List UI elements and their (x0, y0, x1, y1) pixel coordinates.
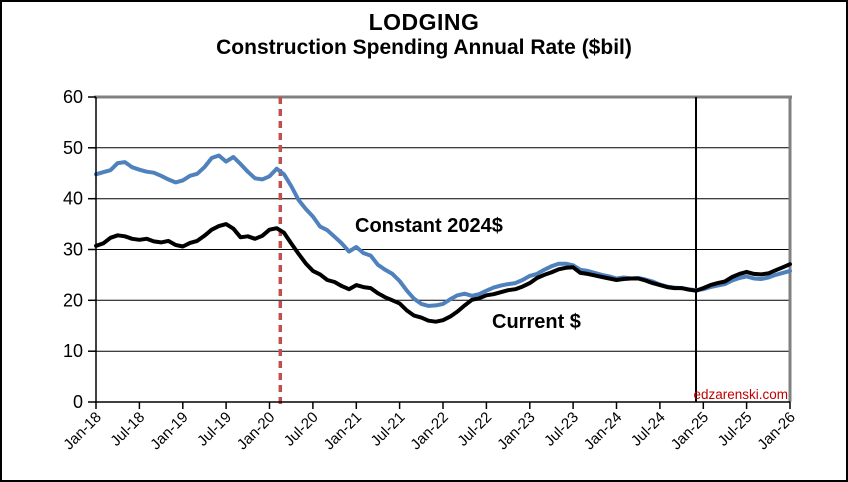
x-tick-label-Jul-22: Jul-22 (454, 409, 495, 450)
x-tick-label-Jul-18: Jul-18 (107, 409, 148, 450)
x-tick-label-Jul-21: Jul-21 (368, 409, 409, 450)
constant-2024-series-label: Constant 2024$ (355, 215, 503, 237)
x-tick-label-Jul-23: Jul-23 (541, 409, 582, 450)
x-tick-label-Jul-19: Jul-19 (194, 409, 235, 450)
x-tick-label-Jul-24: Jul-24 (628, 409, 669, 450)
x-tick-label-Jan-21: Jan-21 (321, 409, 365, 453)
y-tick-label-20: 20 (63, 290, 83, 310)
x-tick-label-Jan-26: Jan-26 (754, 409, 798, 453)
watermark: edzarenski.com (693, 387, 788, 402)
y-tick-label-0: 0 (73, 392, 83, 412)
x-tick-label-Jan-22: Jan-22 (407, 409, 451, 453)
y-tick-label-50: 50 (63, 138, 83, 158)
title-block: LODGING Construction Spending Annual Rat… (0, 9, 848, 61)
x-tick-label-Jul-25: Jul-25 (715, 409, 756, 450)
y-tick-label-40: 40 (63, 189, 83, 209)
x-tick-label-Jan-25: Jan-25 (668, 409, 712, 453)
chart-title: LODGING (368, 9, 480, 35)
x-tick-label-Jan-18: Jan-18 (60, 409, 104, 453)
y-tick-label-30: 30 (63, 240, 83, 260)
y-tick-label-10: 10 (63, 341, 83, 361)
current-dollar-series-label: Current $ (492, 311, 581, 333)
y-tick-label-60: 60 (63, 87, 83, 107)
x-tick-label-Jan-19: Jan-19 (147, 409, 191, 453)
x-tick-label-Jul-20: Jul-20 (281, 409, 322, 450)
x-tick-label-Jan-20: Jan-20 (234, 409, 278, 453)
chart-subtitle: Construction Spending Annual Rate ($bil) (216, 36, 632, 60)
x-tick-label-Jan-24: Jan-24 (581, 409, 625, 453)
series-line-current-dollar (94, 222, 792, 324)
x-tick-label-Jan-23: Jan-23 (494, 409, 538, 453)
